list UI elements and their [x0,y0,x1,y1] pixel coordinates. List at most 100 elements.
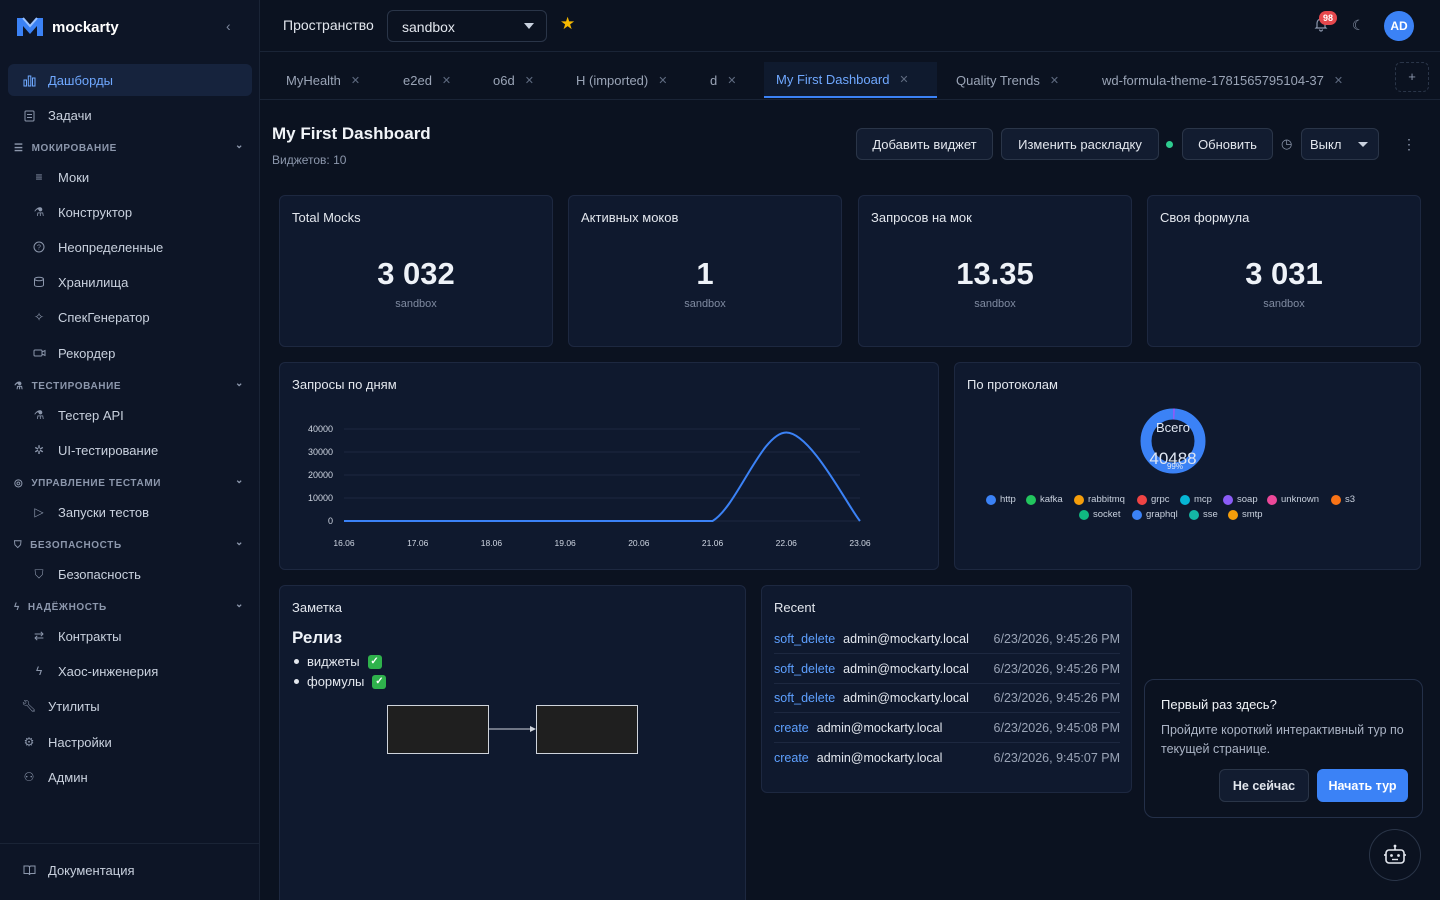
x-tick-label: 19.06 [555,538,577,548]
add-tab-button[interactable]: + [1395,62,1429,92]
space-select[interactable]: sandbox [387,10,547,42]
refresh-button[interactable]: Обновить [1182,128,1273,160]
sidebar-item-undefined[interactable]: ? Неопределенные [18,231,252,263]
legend-dot [1132,509,1142,520]
sidebar-item-test-runs[interactable]: ▷ Запуски тестов [18,496,252,528]
more-vertical-icon[interactable]: ⋮ [1402,136,1416,152]
sidebar-item-api-tester[interactable]: ⚗ Тестер API [18,399,252,431]
legend-smtp[interactable]: smtp [1228,509,1263,520]
legend-dot [1137,494,1147,505]
group-label: НАДЁЖНОСТЬ [27,601,107,613]
collapse-sidebar-icon[interactable]: ‹ [226,18,231,34]
change-layout-button[interactable]: Изменить раскладку [1001,128,1159,160]
group-mocking[interactable]: ☰ МОКИРОВАНИЕ ⌄ [14,137,250,159]
close-icon[interactable]: ✕ [658,74,668,87]
sidebar-item-contracts[interactable]: ⇄ Контракты [18,620,252,652]
sidebar-item-specgen[interactable]: ✧ СпекГенератор [18,301,252,333]
avatar[interactable]: AD [1384,11,1414,41]
auto-refresh-value: Выкл [1310,137,1342,152]
tour-text: Пройдите короткий интерактивный тур по т… [1161,723,1404,756]
mockarty-logo-icon [17,17,43,36]
sidebar-item-utilities[interactable]: 🔧︎ Утилиты [8,690,252,722]
star-icon[interactable]: ★ [560,14,576,33]
legend-mcp[interactable]: mcp [1180,494,1212,505]
tab-myhealth[interactable]: MyHealth ✕ [274,62,372,98]
caret-down-icon [524,23,534,29]
sidebar-item-ui-testing[interactable]: ✲ UI-тестирование [18,434,252,466]
group-testing[interactable]: ⚗ ТЕСТИРОВАНИЕ ⌄ [14,375,250,397]
legend-rabbitmq[interactable]: rabbitmq [1074,494,1125,505]
close-icon[interactable]: ✕ [899,73,909,86]
tab-wd-formula-theme[interactable]: wd-formula-theme-1781565795104-37 ✕ [1090,62,1355,98]
sidebar-item-security[interactable]: ⛉ Безопасность [18,558,252,590]
recent-action[interactable]: soft_delete [774,631,836,646]
add-widget-button[interactable]: Добавить виджет [856,128,993,160]
legend-soap[interactable]: soap [1223,494,1258,505]
recent-action[interactable]: create [774,751,809,765]
recent-row[interactable]: create admin@mockarty.local 6/23/2026, 9:4… [774,743,1120,773]
sidebar-item-label: Тестер API [58,407,124,423]
close-icon[interactable]: ✕ [727,74,737,87]
tab-h-imported[interactable]: H (imported) ✕ [564,62,679,98]
sidebar-item-label: СпекГенератор [58,309,150,325]
tab-d[interactable]: d ✕ [698,62,748,98]
app-name: mockarty [52,18,119,36]
auto-refresh-select[interactable]: Выкл [1301,128,1379,160]
close-icon[interactable]: ✕ [350,74,361,87]
recent-action[interactable]: soft_delete [774,661,836,676]
sidebar-item-dashboards[interactable]: Дашборды [8,64,252,96]
recent-user: admin@mockarty.local [816,751,943,765]
recent-card: Recent soft_delete admin@mockarty.local 6/… [761,585,1132,793]
onboarding-tour-popover: Первый раз здесь? Пройдите короткий инте… [1144,679,1423,818]
sidebar-item-docs[interactable]: Документация [8,854,252,886]
recent-row[interactable]: soft_delete admin@mockarty.local 6/23/2026… [774,654,1120,684]
close-icon[interactable]: ✕ [441,74,452,87]
tab-e2ed[interactable]: e2ed ✕ [391,62,463,98]
requests-line-chart: 40000 30000 20000 10000 0 16.06 17.06 18.06 19.0… [308,424,871,548]
x-tick-label: 20.06 [628,538,650,548]
by-protocol-card: По протоколам Всего 40488 99% http kafka… [954,362,1421,570]
tab-my-first-dashboard[interactable]: My First Dashboard ✕ [764,62,937,98]
moon-icon[interactable]: ☾ [1352,17,1365,33]
assistant-button[interactable] [1369,829,1421,881]
brand[interactable]: mockarty [16,14,119,40]
sidebar-item-constructor[interactable]: ⚗ Конструктор [18,196,252,228]
close-icon[interactable]: ✕ [524,74,534,87]
legend-graphql[interactable]: graphql [1132,509,1178,520]
tab-quality-trends[interactable]: Quality Trends ✕ [944,62,1071,98]
tab-o6d[interactable]: o6d ✕ [481,62,546,98]
recent-row[interactable]: soft_delete admin@mockarty.local 6/23/2026… [774,624,1120,654]
check-circle-icon: ◎ [14,477,24,489]
legend-sse[interactable]: sse [1189,509,1218,520]
sidebar-item-admin[interactable]: ⚇ Админ [8,761,252,793]
recent-row[interactable]: create admin@mockarty.local 6/23/2026, 9:4… [774,713,1120,743]
group-reliability[interactable]: ϟ НАДЁЖНОСТЬ ⌄ [14,596,250,618]
group-test-management[interactable]: ◎ УПРАВЛЕНИЕ ТЕСТАМИ ⌄ [14,472,250,494]
diagram-box-right [536,705,638,754]
sidebar-item-recorder[interactable]: Рекордер [18,337,252,369]
sidebar-item-settings[interactable]: ⚙ Настройки [8,726,252,758]
recent-action[interactable]: create [774,720,809,735]
sidebar-item-mocks[interactable]: ≡ Моки [18,161,252,193]
legend-unknown[interactable]: unknown [1267,494,1319,505]
tab-label: My First Dashboard [776,71,890,87]
legend-grpc[interactable]: grpc [1137,494,1169,505]
legend-socket[interactable]: socket [1079,509,1120,520]
sidebar-item-chaos[interactable]: ϟ Хаос-инженерия [18,655,252,687]
video-icon [32,346,46,360]
group-security[interactable]: ⛉ БЕЗОПАСНОСТЬ ⌄ [14,534,250,556]
legend-s3[interactable]: s3 [1331,494,1355,505]
recent-row[interactable]: soft_delete admin@mockarty.local 6/23/2026… [774,683,1120,713]
sidebar-item-label: Безопасность [58,566,141,582]
close-icon[interactable]: ✕ [1333,74,1344,87]
legend-kafka[interactable]: kafka [1026,494,1063,505]
x-tick-label: 17.06 [407,538,429,548]
start-tour-button[interactable]: Начать тур [1317,769,1408,802]
group-label: УПРАВЛЕНИЕ ТЕСТАМИ [31,477,162,489]
legend-http[interactable]: http [986,494,1016,505]
recent-action[interactable]: soft_delete [774,690,836,705]
close-icon[interactable]: ✕ [1049,74,1060,87]
not-now-button[interactable]: Не сейчас [1219,769,1309,802]
sidebar-item-tasks[interactable]: Задачи [8,99,252,131]
sidebar-item-storages[interactable]: Хранилища [18,266,252,298]
